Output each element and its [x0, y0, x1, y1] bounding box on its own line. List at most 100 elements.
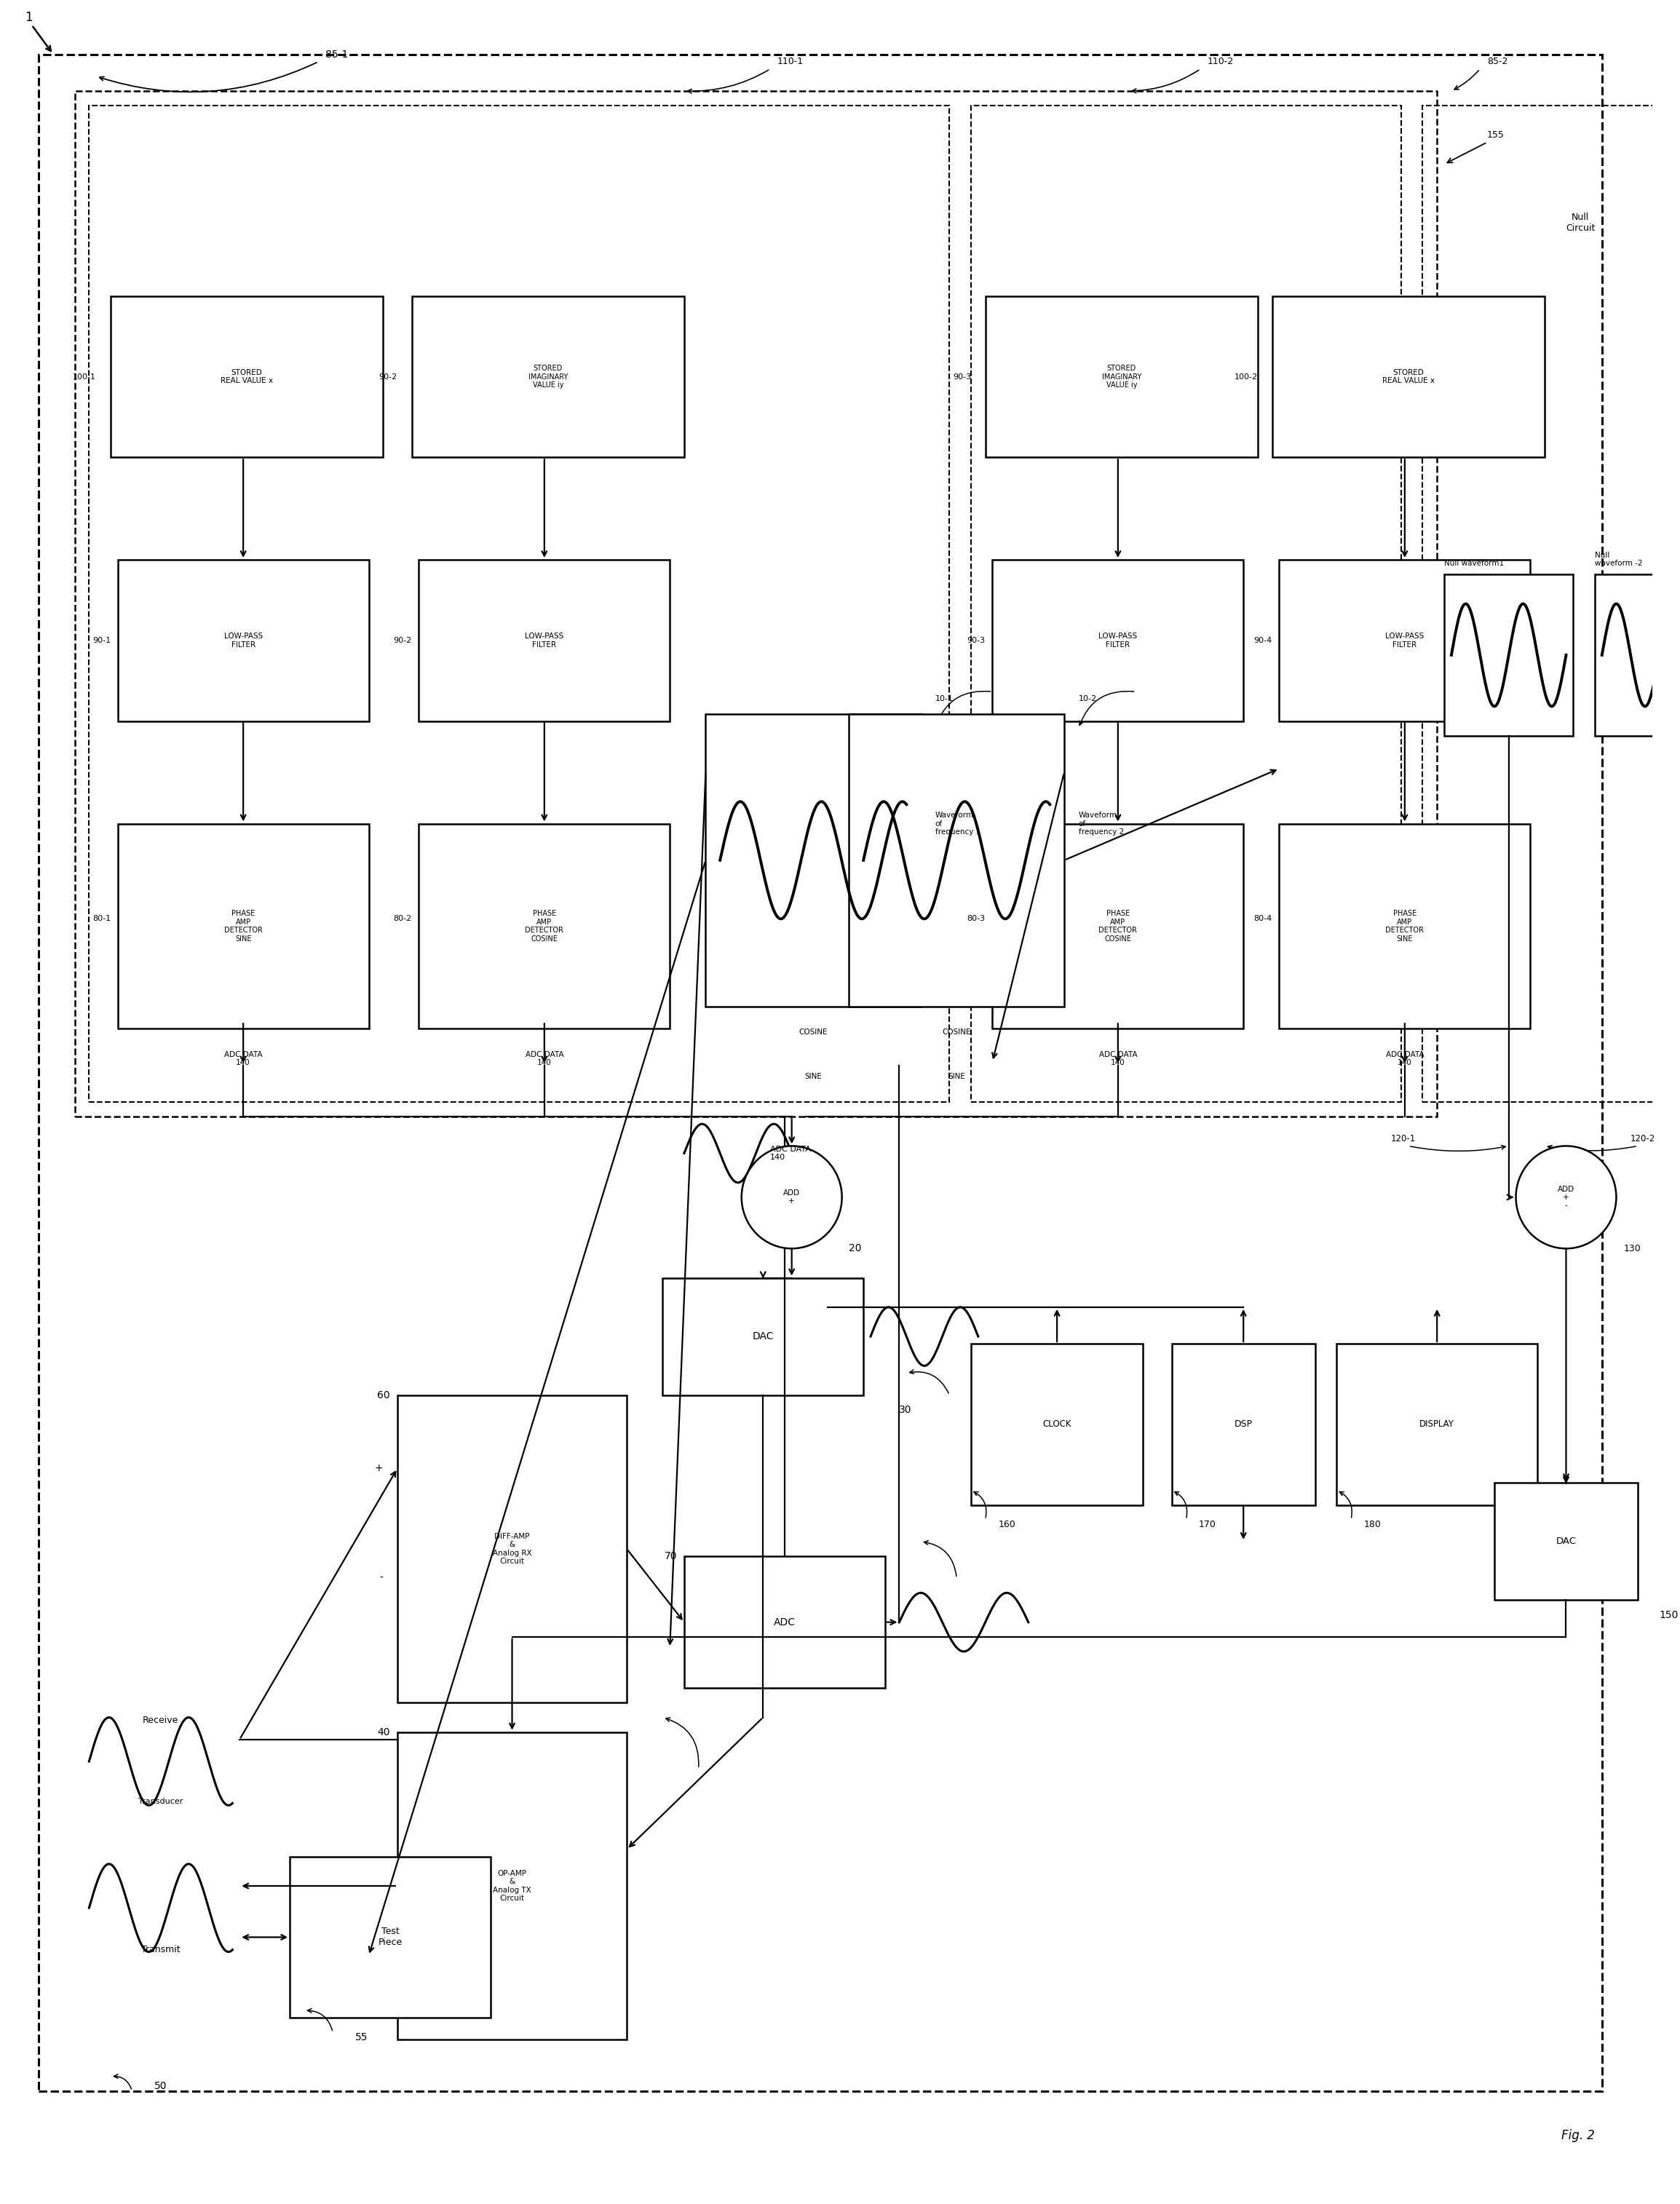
Text: Waveform
of
frequency 2: Waveform of frequency 2 [1079, 811, 1124, 835]
Text: Transducer: Transducer [138, 1798, 183, 1805]
Bar [89, 106, 949, 1102]
Text: 60: 60 [378, 1391, 390, 1400]
Text: LOW-PASS
FILTER: LOW-PASS FILTER [223, 633, 262, 648]
Bar [1337, 1344, 1537, 1505]
Text: 20: 20 [848, 1243, 862, 1254]
Text: 90-2: 90-2 [393, 637, 412, 644]
Bar [971, 1344, 1142, 1505]
Bar [1594, 575, 1680, 736]
Text: 160: 160 [998, 1519, 1015, 1530]
Text: 155: 155 [1487, 130, 1505, 139]
Bar [971, 106, 1401, 1102]
Text: STORED
REAL VALUE x: STORED REAL VALUE x [220, 368, 274, 383]
Text: Null
Circuit: Null Circuit [1566, 212, 1594, 234]
Text: 10-2: 10-2 [1079, 696, 1097, 703]
Bar [684, 1556, 885, 1688]
Text: +: + [375, 1463, 383, 1474]
Text: STORED
IMAGINARY
VALUE iy: STORED IMAGINARY VALUE iy [1102, 364, 1141, 388]
Text: PHASE
AMP
DETECTOR
SINE: PHASE AMP DETECTOR SINE [223, 910, 262, 943]
Text: ADC DATA
140: ADC DATA 140 [526, 1051, 563, 1067]
Text: 80-2: 80-2 [393, 915, 412, 923]
Text: COSINE: COSINE [942, 1029, 971, 1036]
Bar [1445, 575, 1572, 736]
Text: LOW-PASS
FILTER: LOW-PASS FILTER [524, 633, 564, 648]
Text: ADD
+: ADD + [783, 1190, 800, 1206]
Text: DSP: DSP [1235, 1419, 1253, 1428]
Text: Transmit: Transmit [141, 1944, 180, 1955]
Text: ADC DATA
140: ADC DATA 140 [1099, 1051, 1137, 1067]
Bar [118, 560, 368, 721]
Text: 70: 70 [664, 1552, 677, 1560]
Text: 55: 55 [354, 2032, 368, 2043]
Circle shape [741, 1146, 842, 1247]
Text: 90-2: 90-2 [380, 372, 398, 381]
Text: DAC: DAC [1556, 1536, 1576, 1547]
Text: ADC DATA
140: ADC DATA 140 [1386, 1051, 1425, 1067]
Text: SINE: SINE [805, 1073, 822, 1080]
Text: ADC: ADC [773, 1618, 795, 1627]
Text: PHASE
AMP
DETECTOR
COSINE: PHASE AMP DETECTOR COSINE [526, 910, 563, 943]
Bar [848, 714, 1063, 1007]
Text: 100-1: 100-1 [72, 372, 96, 381]
Bar [662, 1278, 864, 1395]
Text: OP-AMP
&
Analog TX
Circuit: OP-AMP & Analog TX Circuit [492, 1869, 531, 1902]
Bar [118, 824, 368, 1029]
Text: SINE: SINE [948, 1073, 966, 1080]
Text: Receive: Receive [143, 1715, 178, 1726]
Text: 50: 50 [155, 2081, 166, 2092]
Text: ADD
+
-: ADD + - [1557, 1186, 1574, 1208]
Text: PHASE
AMP
DETECTOR
SINE: PHASE AMP DETECTOR SINE [1386, 910, 1425, 943]
Text: CLOCK: CLOCK [1043, 1419, 1072, 1428]
Text: COSINE: COSINE [800, 1029, 828, 1036]
Text: Null waveform1: Null waveform1 [1445, 560, 1504, 566]
Text: DISPLAY: DISPLAY [1420, 1419, 1455, 1428]
Text: STORED
REAL VALUE x: STORED REAL VALUE x [1383, 368, 1435, 383]
Text: 80-4: 80-4 [1253, 915, 1272, 923]
Text: 80-1: 80-1 [92, 915, 111, 923]
Bar [398, 1732, 627, 2039]
Text: 150: 150 [1660, 1609, 1678, 1620]
Text: 1: 1 [25, 11, 32, 24]
Text: 90-1: 90-1 [92, 637, 111, 644]
Bar [1423, 106, 1680, 1102]
Bar [1495, 1483, 1638, 1600]
Bar [1171, 1344, 1315, 1505]
Bar [111, 295, 383, 456]
Text: DAC: DAC [753, 1331, 774, 1342]
Bar [984, 295, 1258, 456]
Text: PHASE
AMP
DETECTOR
COSINE: PHASE AMP DETECTOR COSINE [1099, 910, 1137, 943]
Text: Fig. 2: Fig. 2 [1561, 2129, 1594, 2142]
Bar [74, 90, 1436, 1117]
Text: 130: 130 [1623, 1243, 1641, 1254]
Text: LOW-PASS
FILTER: LOW-PASS FILTER [1386, 633, 1425, 648]
Text: 40: 40 [378, 1728, 390, 1737]
Text: STORED
IMAGINARY
VALUE iy: STORED IMAGINARY VALUE iy [528, 364, 568, 388]
Text: 85-1: 85-1 [326, 48, 348, 60]
Circle shape [1515, 1146, 1616, 1247]
Text: 30: 30 [899, 1404, 912, 1415]
Text: 180: 180 [1364, 1519, 1381, 1530]
Bar [993, 560, 1243, 721]
Text: LOW-PASS
FILTER: LOW-PASS FILTER [1099, 633, 1137, 648]
Text: 10-1: 10-1 [936, 696, 953, 703]
Bar [1272, 295, 1544, 456]
Bar [1278, 824, 1530, 1029]
Text: 110-2: 110-2 [1208, 57, 1233, 66]
Bar [993, 824, 1243, 1029]
Text: 120-1: 120-1 [1391, 1133, 1416, 1144]
Text: 110-1: 110-1 [778, 57, 803, 66]
Text: Null
waveform -2: Null waveform -2 [1594, 551, 1643, 566]
Bar [412, 295, 684, 456]
Bar [706, 714, 921, 1007]
Text: -: - [380, 1574, 383, 1582]
Text: 90-3: 90-3 [968, 637, 984, 644]
Text: 170: 170 [1200, 1519, 1216, 1530]
Text: Waveform
of
frequency 1: Waveform of frequency 1 [936, 811, 981, 835]
Bar [1278, 560, 1530, 721]
Bar [291, 1856, 491, 2019]
Text: ADC DATA
140: ADC DATA 140 [769, 1146, 811, 1162]
Text: 120-2: 120-2 [1631, 1133, 1655, 1144]
Text: DIFF-AMP
&
Analog RX
Circuit: DIFF-AMP & Analog RX Circuit [492, 1532, 531, 1565]
Text: 90-4: 90-4 [1253, 637, 1272, 644]
Text: 90-3: 90-3 [953, 372, 971, 381]
